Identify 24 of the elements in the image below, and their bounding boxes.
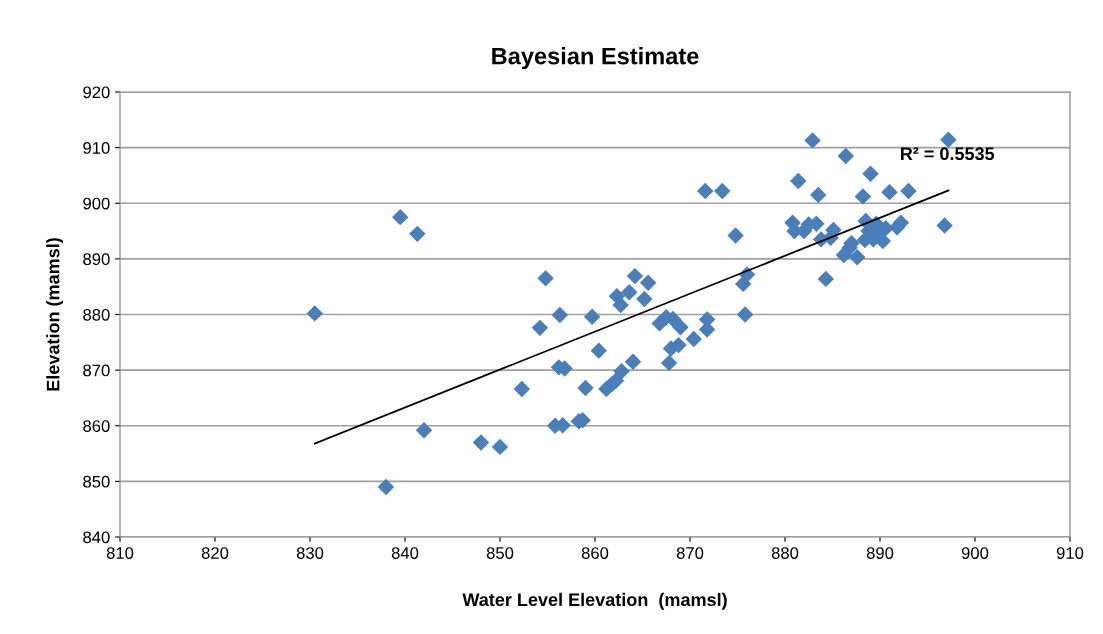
y-tick-label: 840	[83, 531, 110, 544]
x-tick-label: 890	[866, 547, 894, 559]
x-tick-label: 810	[106, 547, 134, 559]
x-tick-label: 850	[486, 547, 514, 559]
y-tick-label: 870	[83, 364, 110, 377]
x-axis-title: Water Level Elevation (mamsl)	[462, 592, 727, 610]
annotation: R² = 0.5535	[901, 147, 995, 161]
x-tick-label: 900	[961, 547, 989, 559]
y-tick-label: 900	[83, 197, 110, 210]
y-tick-label: 860	[83, 420, 110, 432]
y-tick-label: 920	[83, 86, 110, 99]
y-tick-label: 890	[83, 253, 110, 266]
x-tick-label: 880	[771, 547, 799, 559]
y-tick-label: 880	[83, 308, 110, 321]
chart-title: Bayesian Estimate	[492, 47, 699, 70]
y-tick-label: 850	[83, 475, 110, 488]
x-tick-label: 830	[296, 547, 324, 559]
x-tick-label: 840	[391, 547, 419, 559]
x-tick-label: 870	[676, 547, 704, 559]
y-axis-title: Elevation (mamsl)	[46, 238, 64, 391]
x-tick-label: 820	[201, 547, 229, 559]
x-tick-label: 910	[1056, 547, 1084, 559]
x-tick-label: 860	[581, 547, 609, 559]
y-tick-label: 910	[83, 142, 110, 154]
